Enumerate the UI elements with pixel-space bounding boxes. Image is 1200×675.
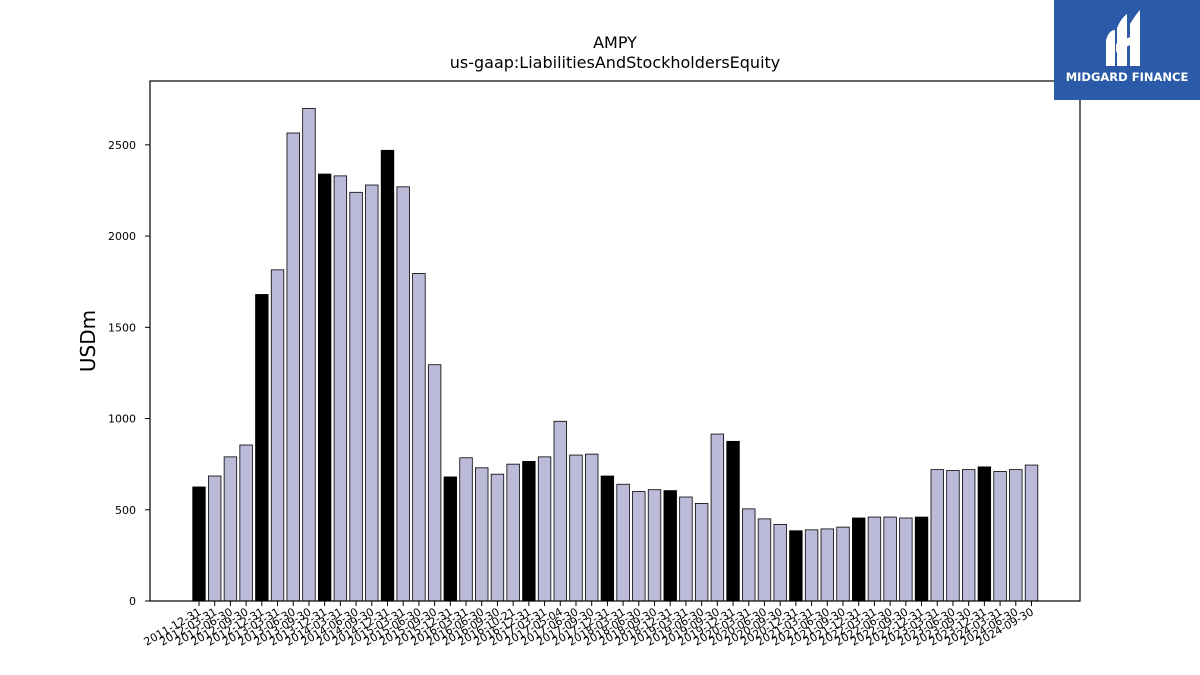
bar-2022-09-30	[899, 517, 913, 602]
bar-2018-12-31	[663, 490, 677, 602]
bar-2021-09-30	[836, 526, 850, 602]
bar-2021-12-31	[852, 517, 866, 602]
logo-mark-icon	[1106, 10, 1140, 66]
bar-2019-09-30	[710, 433, 725, 602]
bar-2020-12-31	[789, 530, 803, 602]
bar-2017-09-30	[585, 453, 599, 602]
bar-2012-06-30	[223, 456, 238, 602]
bar-2017-05-04	[553, 420, 567, 602]
bar-2017-03-31	[537, 456, 552, 602]
bar-2024-06-30	[1009, 469, 1023, 602]
bar-2020-09-30	[773, 523, 787, 602]
bar-2018-06-30	[632, 491, 646, 602]
bar-2016-10-21	[506, 463, 520, 602]
bar-2015-09-30	[427, 364, 442, 602]
bar-2013-03-31	[270, 269, 285, 602]
y-tick-label: 2500	[108, 139, 136, 152]
bar-2014-03-31	[333, 175, 348, 602]
bar-2014-09-30	[365, 184, 379, 602]
chart-subtitle: us-gaap:LiabilitiesAndStockholdersEquity	[450, 53, 781, 72]
bar-2024-09-30	[1024, 464, 1039, 602]
y-axis-label: USDm	[76, 310, 100, 372]
bar-2016-09-30	[490, 473, 505, 602]
bar-2020-03-31	[742, 508, 756, 602]
bar-2013-12-31	[317, 173, 332, 602]
bar-2024-03-31	[993, 471, 1007, 602]
bar-2015-06-30	[412, 273, 426, 602]
bars-group	[192, 107, 1039, 602]
x-axis-ticks: 2011-12-312012-03-312012-06-302012-09-30…	[142, 601, 1036, 649]
bar-2020-06-30	[757, 518, 772, 602]
bar-2019-03-31	[679, 496, 693, 602]
bar-2016-12-31	[522, 461, 536, 602]
bar-2018-03-31	[616, 483, 630, 602]
bar-2015-12-31	[443, 476, 458, 602]
bar-2017-06-30	[569, 454, 583, 602]
chart-title: AMPY	[593, 33, 637, 52]
bar-2023-09-30	[961, 469, 976, 602]
bar-2016-06-30	[475, 467, 489, 602]
bar-2012-03-31	[208, 475, 222, 602]
plot-frame	[149, 80, 1081, 602]
bar-2022-03-31	[867, 516, 882, 602]
bar-2022-12-31	[914, 516, 929, 602]
bar-2011-12-31	[192, 486, 206, 602]
bar-2021-03-31	[804, 529, 819, 602]
brand-logo: MIDGARD FINANCE	[1054, 0, 1200, 100]
y-tick-label: 2000	[108, 230, 136, 243]
bar-2017-12-31	[600, 475, 615, 602]
bar-2023-12-31	[977, 466, 992, 602]
bar-2012-09-30	[239, 444, 253, 602]
bar-2016-03-31	[459, 457, 473, 602]
y-tick-label: 0	[129, 595, 136, 608]
bar-2014-12-31	[380, 149, 395, 602]
bar-2021-06-30	[820, 528, 834, 602]
bar-2022-06-30	[883, 516, 897, 602]
bar-2018-09-30	[647, 489, 662, 602]
y-tick-label: 1000	[108, 413, 136, 426]
bar-2019-12-31	[726, 440, 740, 602]
y-axis-ticks: 0 500 1000 1500 2000 2500	[108, 139, 150, 608]
bar-2014-06-30	[349, 191, 363, 602]
bar-2019-06-30	[694, 502, 709, 602]
bar-2023-03-31	[930, 469, 944, 602]
bar-2012-12-31	[255, 294, 269, 602]
y-tick-label: 500	[115, 504, 136, 517]
y-tick-label: 1500	[108, 321, 136, 334]
bar-2013-09-30	[302, 107, 316, 602]
bar-2023-06-30	[946, 470, 960, 602]
logo-wordmark: MIDGARD FINANCE	[1066, 70, 1189, 84]
bar-2013-06-30	[286, 132, 300, 602]
bar-2015-03-31	[396, 186, 410, 602]
